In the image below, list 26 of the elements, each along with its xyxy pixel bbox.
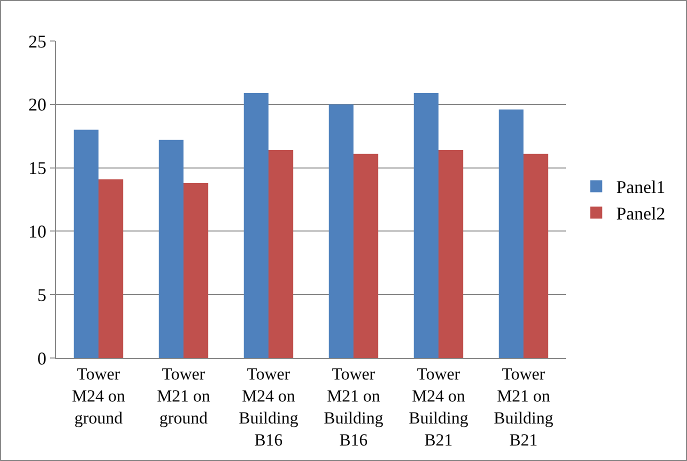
y-tick-label: 0 bbox=[37, 348, 46, 368]
bar bbox=[354, 154, 378, 358]
bar bbox=[158, 140, 184, 358]
legend-label: Panel2 bbox=[616, 204, 666, 224]
bar bbox=[244, 92, 268, 358]
y-tick-label: 5 bbox=[37, 284, 46, 305]
y-tick-label: 25 bbox=[28, 31, 46, 52]
bar bbox=[268, 150, 294, 358]
x-tick-label: Tower M24 on ground bbox=[72, 364, 126, 428]
x-tick-label: Tower M21 on Building B16 bbox=[324, 364, 384, 450]
bar bbox=[328, 104, 354, 358]
bar bbox=[498, 109, 524, 358]
y-tick-label: 10 bbox=[28, 222, 46, 242]
x-tick-label: Tower M24 on Building B16 bbox=[238, 364, 299, 450]
bar bbox=[98, 179, 124, 358]
x-tick-label: Tower M21 on Building B21 bbox=[494, 364, 554, 450]
x-tick-label: Tower M24 on Building B21 bbox=[408, 364, 469, 450]
x-tick-label: Tower M21 on ground bbox=[156, 364, 211, 428]
bar bbox=[184, 183, 208, 358]
y-tick-label: 15 bbox=[28, 158, 46, 178]
bar bbox=[524, 154, 548, 358]
y-tick-label: 20 bbox=[28, 94, 46, 115]
legend-label: Panel1 bbox=[616, 177, 666, 198]
bar bbox=[74, 130, 98, 358]
bar bbox=[414, 92, 438, 358]
bar bbox=[438, 150, 464, 358]
